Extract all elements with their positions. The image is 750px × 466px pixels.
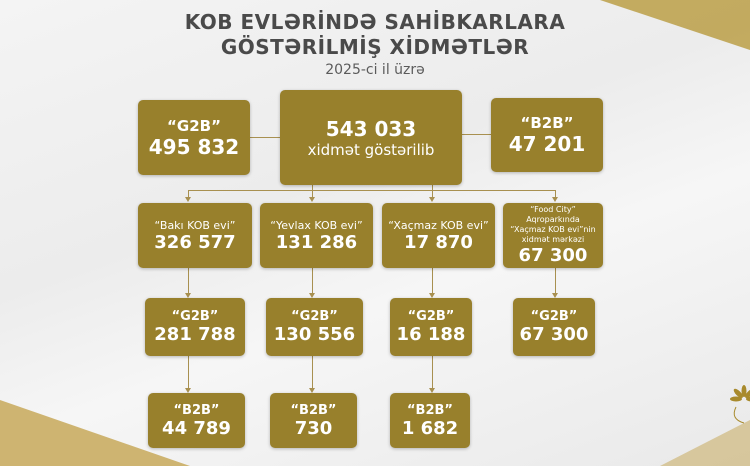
center-yevlax: “Yevlax KOB evi” 131 286	[260, 203, 373, 268]
label: “G2B”	[171, 309, 219, 324]
connector	[312, 185, 313, 198]
arrow-icon	[429, 293, 435, 298]
total-label: xidmət göstərilib	[307, 140, 435, 159]
total-box: 543 033 xidmət göstərilib	[280, 90, 462, 185]
arrow-icon	[185, 388, 191, 393]
arrow-icon	[429, 197, 435, 202]
center-value: 131 286	[275, 231, 358, 253]
connector	[188, 190, 189, 198]
arrow-icon	[552, 197, 558, 202]
center-value: 326 577	[154, 231, 236, 253]
label: “B2B”	[173, 402, 220, 418]
arrow-icon	[552, 293, 558, 298]
b2b-box: “B2B” 730	[270, 393, 357, 448]
connector	[432, 268, 433, 294]
connector	[250, 137, 280, 138]
label: “B2B”	[520, 114, 574, 132]
center-name: “Xaçmaz KOB evi”	[388, 218, 489, 232]
connector	[188, 268, 189, 294]
connector	[462, 134, 491, 135]
center-name-line: Aqroparkında	[526, 215, 580, 224]
center-name-line: xidmət mərkəzi	[521, 235, 585, 244]
subtitle: 2025-ci il üzrə	[325, 62, 425, 78]
g2b-box: “G2B” 67 300	[513, 298, 595, 356]
center-value: 17 870	[404, 231, 473, 253]
title-line-2: GÖSTƏRİLMİŞ XİDMƏTLƏR	[220, 35, 530, 59]
label: “B2B”	[290, 402, 337, 418]
connector	[312, 268, 313, 294]
top-g2b-box: “G2B” 495 832	[138, 100, 250, 175]
connector	[312, 356, 313, 389]
arrow-icon	[309, 197, 315, 202]
g2b-box: “G2B” 130 556	[266, 298, 363, 356]
label: “G2B”	[530, 309, 578, 324]
title-line-1: KOB EVLƏRİNDƏ SAHİBKARLARA	[184, 10, 566, 34]
label: “G2B”	[407, 309, 455, 324]
connector	[432, 185, 433, 198]
center-name: “Bakı KOB evi”	[154, 218, 236, 232]
g2b-box: “G2B” 16 188	[390, 298, 472, 356]
arrow-icon	[185, 197, 191, 202]
value: 1 682	[401, 417, 459, 439]
connector	[188, 190, 556, 191]
center-baki: “Bakı KOB evi” 326 577	[138, 203, 252, 268]
center-name-line: “Xaçmaz KOB evi”nin	[510, 225, 596, 234]
center-value: 67 300	[518, 245, 588, 266]
arrow-icon	[185, 293, 191, 298]
value: 16 188	[396, 324, 466, 345]
connector	[188, 356, 189, 389]
b2b-box: “B2B” 1 682	[390, 393, 470, 448]
value: 730	[294, 417, 333, 439]
label: “G2B”	[291, 309, 338, 324]
connector	[555, 190, 556, 198]
center-name-line: “Food City”	[530, 205, 576, 214]
total-value: 543 033	[325, 116, 417, 141]
value: 130 556	[273, 324, 356, 345]
connector	[432, 356, 433, 389]
value: 495 832	[148, 134, 240, 159]
center-name: “Yevlax KOB evi”	[270, 218, 363, 232]
value: 44 789	[162, 417, 231, 439]
center-food-city: “Food City” Aqroparkında “Xaçmaz KOB evi…	[503, 203, 603, 268]
arrow-icon	[429, 388, 435, 393]
label: “B2B”	[407, 402, 453, 418]
value: 67 300	[519, 324, 589, 345]
label: “G2B”	[167, 116, 221, 135]
b2b-box: “B2B” 44 789	[148, 393, 245, 448]
kob-logo-icon	[730, 385, 750, 424]
center-xacmaz: “Xaçmaz KOB evi” 17 870	[382, 203, 495, 268]
g2b-box: “G2B” 281 788	[145, 298, 245, 356]
value: 281 788	[154, 324, 236, 345]
arrow-icon	[309, 388, 315, 393]
connector	[555, 268, 556, 294]
value: 47 201	[508, 132, 586, 156]
top-b2b-box: “B2B” 47 201	[491, 98, 603, 172]
arrow-icon	[309, 293, 315, 298]
